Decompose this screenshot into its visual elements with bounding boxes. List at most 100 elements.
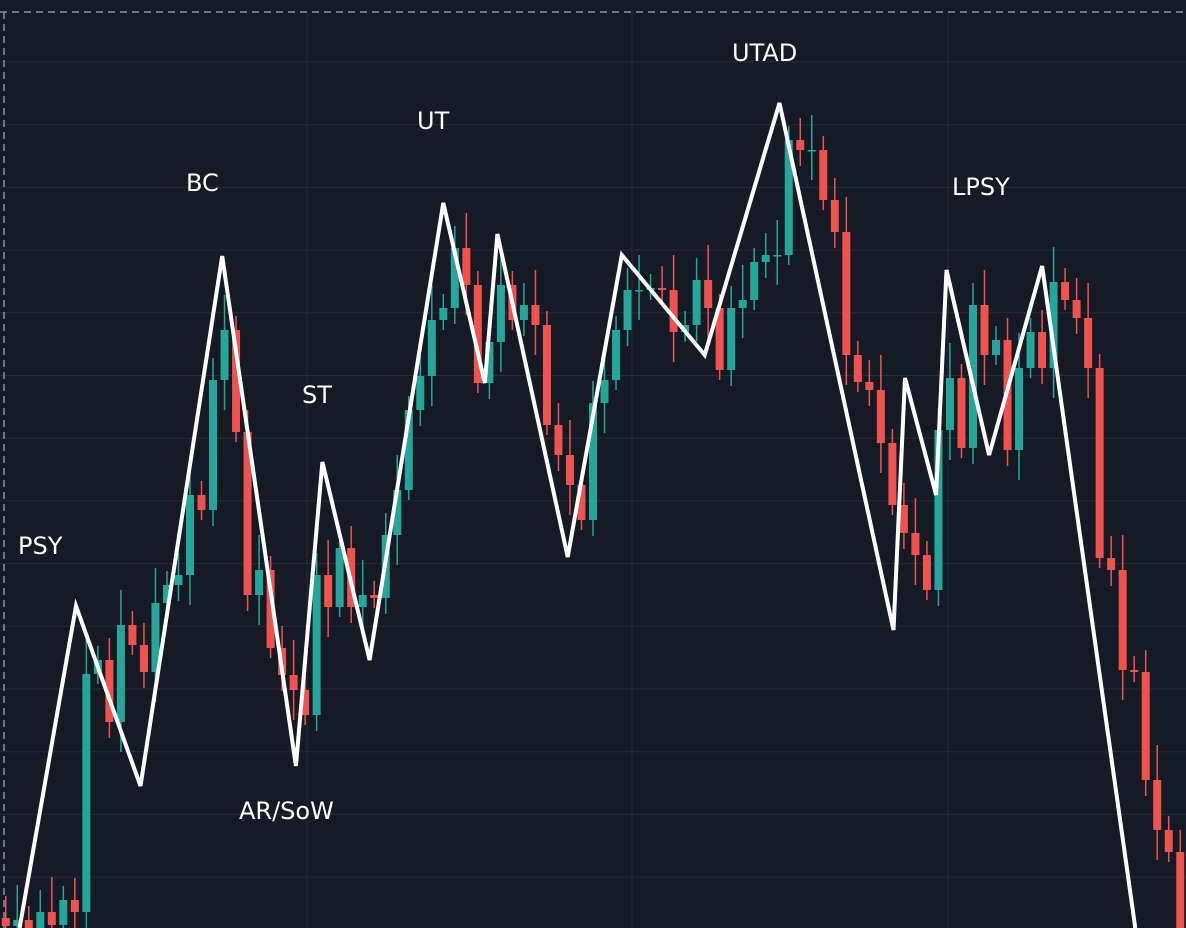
annotation-lines <box>17 102 1138 928</box>
candle-body <box>842 232 851 355</box>
candle-body <box>243 432 252 595</box>
candle-body <box>830 200 839 232</box>
candle-body <box>922 555 931 590</box>
candle-body <box>185 495 194 575</box>
candle-body <box>669 290 678 332</box>
candle-body <box>370 595 379 598</box>
candle-body <box>485 342 494 383</box>
candle-body <box>139 645 148 672</box>
candle-body <box>1164 830 1173 852</box>
candle-body <box>116 625 125 722</box>
candle-body <box>761 255 770 262</box>
annotation-label: BC <box>186 169 219 197</box>
candle-body <box>1095 368 1104 558</box>
candle-body <box>773 255 782 257</box>
candle-body <box>197 495 206 510</box>
candle-body <box>1 918 10 926</box>
candle-body <box>750 262 759 300</box>
candle-body <box>324 575 333 607</box>
candle-body <box>865 382 874 390</box>
candle-body <box>554 425 563 455</box>
candle-body <box>462 248 471 285</box>
candle-body <box>1015 368 1024 450</box>
candle-body <box>162 585 171 603</box>
candle-body <box>1072 300 1081 318</box>
annotation-label: UTAD <box>732 39 797 67</box>
candle-body <box>128 625 137 645</box>
candle-body <box>209 380 218 510</box>
candle-body <box>992 340 1001 355</box>
annotation-label: ST <box>302 381 332 409</box>
candle-body <box>853 355 862 382</box>
candle-body <box>945 378 954 430</box>
candle-body <box>715 308 724 370</box>
candle-body <box>1130 670 1139 672</box>
candle-body <box>301 690 310 715</box>
candle-body <box>1107 558 1116 570</box>
candle-body <box>266 570 275 648</box>
candle-body <box>565 455 574 485</box>
candle-body <box>658 288 667 290</box>
candle-body <box>70 900 79 912</box>
candle-body <box>404 410 413 490</box>
candle-body <box>738 300 747 308</box>
candle-body <box>911 533 920 555</box>
candle-body <box>980 305 989 355</box>
candle-body <box>784 140 793 255</box>
candle-body <box>289 675 298 690</box>
candle-body <box>416 376 425 410</box>
annotation-label: AR/SoW <box>239 797 334 825</box>
candle-body <box>1141 672 1150 780</box>
candle-body <box>934 430 943 590</box>
candle-body <box>312 575 321 715</box>
annotation-label: LPSY <box>952 173 1010 201</box>
candle-body <box>450 248 459 308</box>
candle-body <box>819 150 828 200</box>
candle-body <box>220 330 229 380</box>
candle-body <box>577 485 586 520</box>
candle-body <box>255 570 264 595</box>
candle-body <box>600 380 609 403</box>
candle-body <box>47 912 56 925</box>
candle-body <box>1026 332 1035 368</box>
candle-body <box>439 308 448 320</box>
candle-body <box>393 490 402 535</box>
candle-body <box>1049 282 1058 368</box>
candle-body <box>704 280 713 308</box>
candle-body <box>427 320 436 376</box>
candle-body <box>1176 852 1185 928</box>
candle-body <box>1084 318 1093 368</box>
candle-body <box>519 305 528 320</box>
candle-body <box>957 378 966 448</box>
zigzag-line <box>17 102 1138 928</box>
candle-body <box>796 140 805 150</box>
candle-body <box>1118 570 1127 670</box>
candle-body <box>1153 780 1162 830</box>
candle-body <box>612 330 621 380</box>
candle-body <box>36 912 45 928</box>
candle-body <box>531 305 540 325</box>
candle-body <box>807 150 816 152</box>
candle-body <box>727 308 736 370</box>
candle-body <box>496 285 505 342</box>
candle-body <box>105 660 114 722</box>
candle-body <box>1038 332 1047 368</box>
candle-body <box>542 325 551 425</box>
annotation-label: PSY <box>18 532 63 560</box>
candle-body <box>1061 282 1070 300</box>
candle-body <box>589 403 597 520</box>
candle-body <box>692 280 701 325</box>
candle-body <box>13 920 22 926</box>
candles <box>1 115 1185 928</box>
candle-body <box>335 548 344 607</box>
grid <box>0 12 1186 928</box>
annotations: PSY BC AR/SoW ST UT UTAD LPSY <box>18 39 1010 825</box>
candle-body <box>151 603 160 672</box>
candle-body <box>24 920 33 928</box>
candle-body <box>876 390 885 443</box>
annotation-label: UT <box>417 107 450 135</box>
candle-body <box>635 290 644 292</box>
candle-body <box>174 575 183 585</box>
